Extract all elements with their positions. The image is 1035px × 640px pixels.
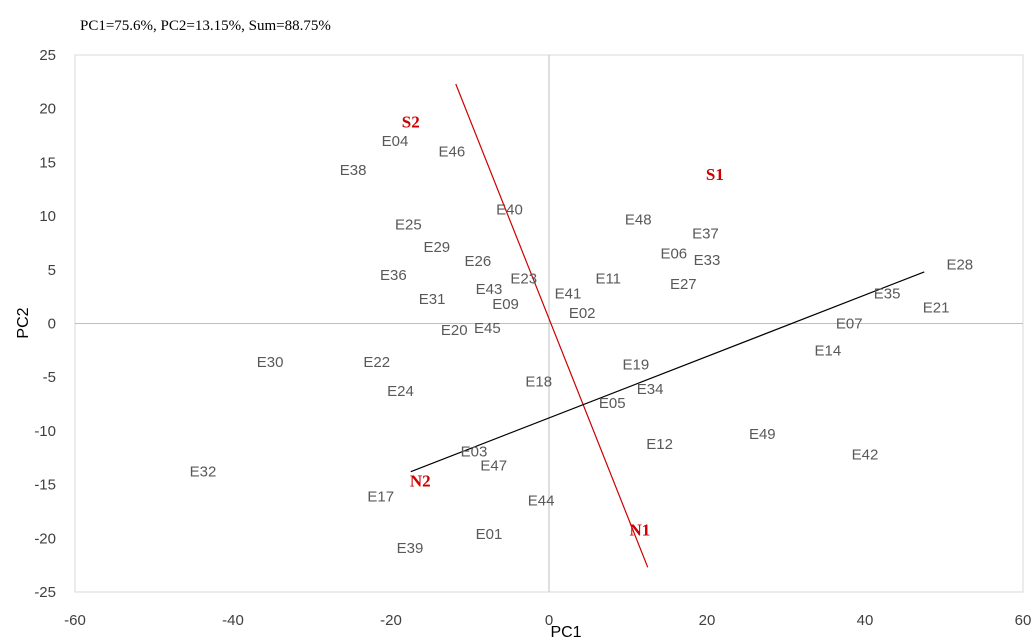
entry-label: E35 bbox=[874, 285, 901, 302]
entry-label: E07 bbox=[836, 316, 863, 333]
tester-label: S2 bbox=[402, 113, 420, 132]
x-tick-label: 40 bbox=[857, 612, 874, 629]
entry-label: E29 bbox=[423, 239, 450, 256]
entry-label: E11 bbox=[595, 270, 621, 287]
entry-label: E48 bbox=[625, 211, 652, 228]
entry-label: E27 bbox=[670, 276, 697, 293]
entry-label: E44 bbox=[528, 493, 555, 510]
entry-label: E25 bbox=[395, 217, 422, 234]
y-tick-label: -5 bbox=[43, 369, 56, 386]
y-tick-label: 25 bbox=[39, 47, 56, 64]
y-tick-labels: -25 -20 -15 -10 -5 0 5 10 15 20 25 bbox=[34, 47, 56, 601]
entry-label: E24 bbox=[387, 383, 414, 400]
entry-label: E31 bbox=[419, 291, 446, 308]
entry-label: E36 bbox=[380, 267, 407, 284]
entry-label: E14 bbox=[815, 342, 842, 359]
x-axis-label: PC1 bbox=[550, 624, 581, 640]
tester-label: N2 bbox=[410, 471, 431, 490]
entry-label: E39 bbox=[397, 540, 424, 557]
chart-title: PC1=75.6%, PC2=13.15%, Sum=88.75% bbox=[80, 18, 331, 34]
entry-label: E03 bbox=[461, 443, 488, 460]
entry-label: E22 bbox=[363, 354, 390, 371]
y-tick-label: -25 bbox=[34, 584, 56, 601]
entry-label: E42 bbox=[852, 447, 879, 464]
axes-group bbox=[75, 55, 1023, 592]
x-tick-label: -20 bbox=[380, 612, 402, 629]
entry-label: E33 bbox=[694, 252, 721, 269]
entry-label: E17 bbox=[367, 488, 394, 505]
y-tick-label: 5 bbox=[48, 262, 56, 279]
biplot-line bbox=[410, 271, 925, 473]
entry-label: E45 bbox=[474, 320, 501, 337]
x-tick-label: -60 bbox=[64, 612, 86, 629]
entry-label: E04 bbox=[382, 133, 409, 150]
y-tick-label: -20 bbox=[34, 530, 56, 547]
entry-label: E05 bbox=[599, 395, 626, 412]
x-tick-labels: -60 -40 -20 0 20 40 60 bbox=[64, 612, 1031, 629]
entry-label: E23 bbox=[510, 270, 537, 287]
entry-label: E06 bbox=[660, 246, 687, 263]
x-tick-label: 0 bbox=[545, 612, 553, 629]
entry-label: E18 bbox=[525, 373, 552, 390]
entry-label: E47 bbox=[480, 457, 507, 474]
entry-label: E40 bbox=[496, 202, 523, 219]
y-tick-label: 15 bbox=[39, 154, 56, 171]
tester-label: N1 bbox=[629, 521, 650, 540]
entry-label: E02 bbox=[569, 305, 596, 322]
y-tick-label: 10 bbox=[39, 208, 56, 225]
entry-label: E26 bbox=[465, 253, 492, 270]
y-tick-label: -10 bbox=[34, 423, 56, 440]
biplot-line bbox=[455, 83, 649, 568]
tester-label: S1 bbox=[706, 165, 724, 184]
entry-label: E12 bbox=[646, 436, 673, 453]
y-tick-label: 0 bbox=[48, 316, 56, 333]
entry-label: E19 bbox=[623, 356, 650, 373]
entry-label: E20 bbox=[441, 322, 468, 339]
entry-label: E38 bbox=[340, 162, 367, 179]
x-tick-label: 60 bbox=[1015, 612, 1032, 629]
entry-label: E30 bbox=[257, 354, 284, 371]
entry-label: E49 bbox=[749, 426, 776, 443]
x-tick-label: -40 bbox=[222, 612, 244, 629]
entry-label: E43 bbox=[476, 281, 503, 298]
entry-label: E21 bbox=[923, 299, 950, 316]
entry-label: E28 bbox=[946, 256, 973, 273]
y-tick-label: 20 bbox=[39, 101, 56, 118]
y-axis-label: PC2 bbox=[15, 307, 32, 338]
tester-labels: S1 S2 N1 N2 bbox=[402, 113, 724, 540]
entry-label: E34 bbox=[637, 381, 664, 398]
entry-label: E41 bbox=[555, 285, 582, 302]
axis-lines bbox=[410, 83, 925, 568]
entry-label: E37 bbox=[692, 225, 719, 242]
x-tick-label: 20 bbox=[699, 612, 716, 629]
entry-label: E46 bbox=[438, 144, 465, 161]
y-tick-label: -15 bbox=[34, 477, 56, 494]
entry-label: E01 bbox=[476, 526, 503, 543]
entry-label: E09 bbox=[492, 296, 519, 313]
entry-label: E32 bbox=[190, 464, 217, 481]
